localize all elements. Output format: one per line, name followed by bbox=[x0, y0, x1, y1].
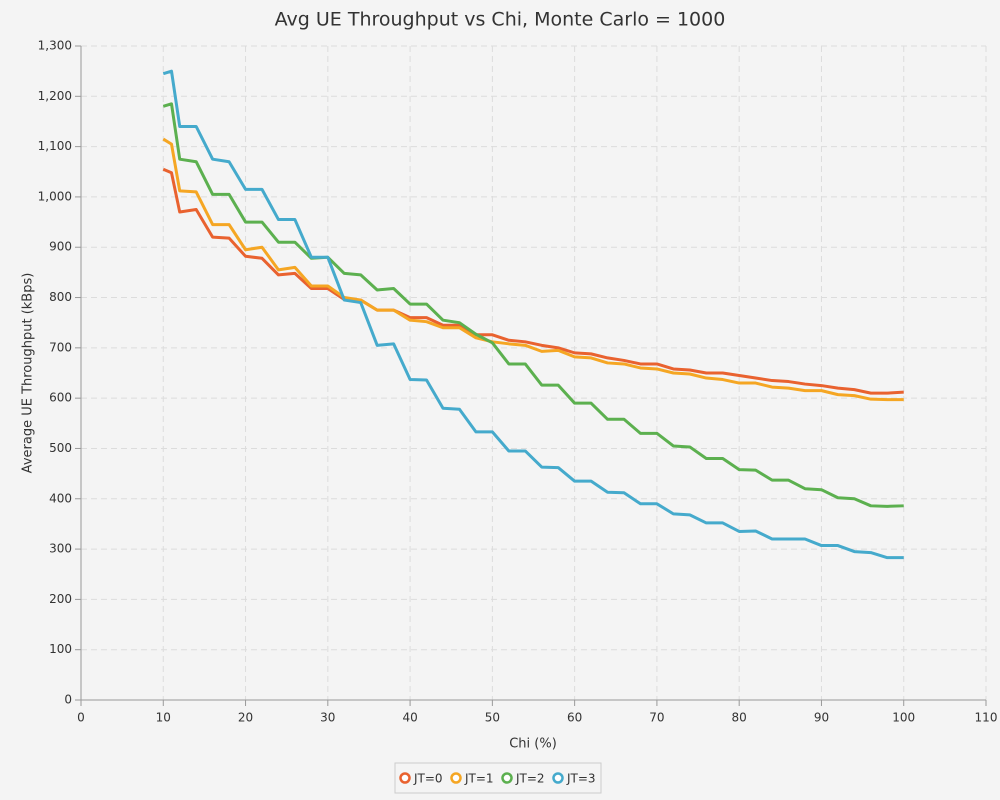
x-tick-label: 110 bbox=[975, 711, 998, 725]
x-tick-label: 100 bbox=[892, 711, 915, 725]
y-tick-label: 1,000 bbox=[38, 189, 72, 203]
x-tick-label: 70 bbox=[649, 711, 664, 725]
y-tick-label: 300 bbox=[49, 542, 72, 556]
x-tick-label: 50 bbox=[485, 711, 500, 725]
series-line bbox=[162, 69, 904, 560]
y-tick-label: 700 bbox=[49, 340, 72, 354]
legend-label: JT=0 bbox=[413, 772, 443, 786]
y-tick-label: 500 bbox=[49, 441, 72, 455]
x-tick-label: 60 bbox=[567, 711, 582, 725]
y-tick-label: 1,100 bbox=[38, 139, 72, 153]
y-tick-label: 200 bbox=[49, 592, 72, 606]
legend-marker bbox=[552, 772, 564, 784]
y-tick-label: 100 bbox=[49, 642, 72, 656]
x-axis-label: Chi (%) bbox=[509, 737, 557, 752]
y-tick-label: 0 bbox=[64, 693, 72, 707]
x-tick-label: 10 bbox=[156, 711, 171, 725]
legend-label: JT=1 bbox=[464, 772, 494, 786]
x-tick-label: 0 bbox=[77, 711, 85, 725]
chart-title: Avg UE Throughput vs Chi, Monte Carlo = … bbox=[275, 9, 726, 31]
y-tick-label: 1,300 bbox=[38, 39, 72, 53]
legend-marker bbox=[399, 772, 411, 784]
x-tick-label: 90 bbox=[814, 711, 829, 725]
x-tick-label: 80 bbox=[732, 711, 747, 725]
legend-marker bbox=[501, 772, 513, 784]
series-line bbox=[162, 102, 904, 508]
x-tick-label: 20 bbox=[238, 711, 253, 725]
legend-marker bbox=[450, 772, 462, 784]
y-tick-label: 400 bbox=[49, 491, 72, 505]
legend-label: JT=2 bbox=[515, 772, 545, 786]
y-tick-label: 600 bbox=[49, 391, 72, 405]
series-line bbox=[162, 167, 904, 395]
series-line bbox=[162, 137, 904, 402]
x-tick-label: 30 bbox=[320, 711, 335, 725]
y-tick-label: 800 bbox=[49, 290, 72, 304]
legend-box bbox=[394, 762, 602, 794]
x-tick-label: 40 bbox=[402, 711, 417, 725]
legend-label: JT=3 bbox=[566, 772, 596, 786]
y-tick-label: 1,200 bbox=[38, 89, 72, 103]
y-tick-label: 900 bbox=[49, 240, 72, 254]
y-axis-label: Average UE Throughput (kBps) bbox=[21, 273, 36, 474]
legend: JT=0 JT=1 JT=2 JT=3 bbox=[394, 762, 602, 794]
